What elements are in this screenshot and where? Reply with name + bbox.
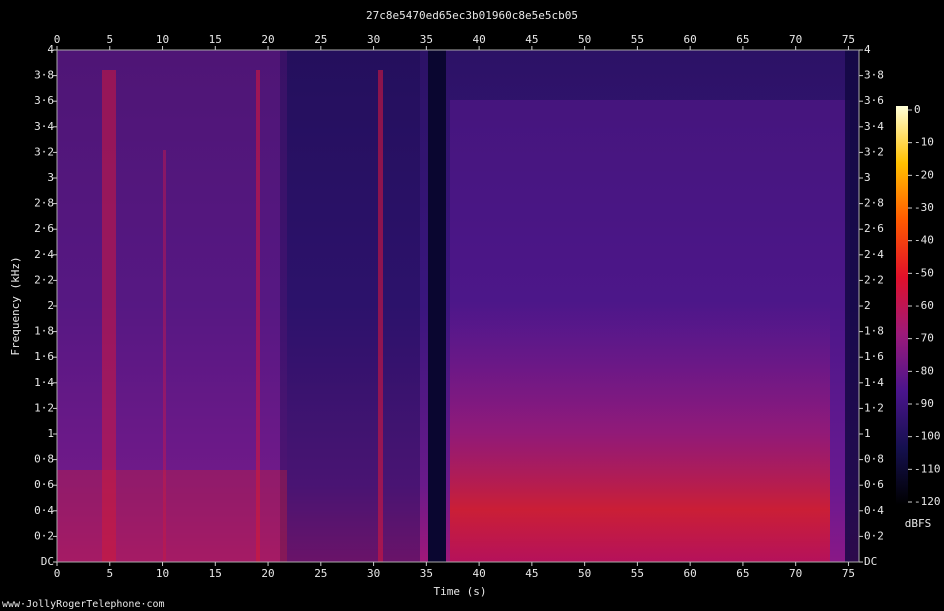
- y-tick-label: 3·6: [34, 94, 54, 107]
- y-tick-label: 4: [864, 43, 871, 56]
- y-tick-label: 1·8: [864, 325, 884, 338]
- y-tick-label: 2: [864, 299, 871, 312]
- spectrogram-image: [57, 50, 859, 562]
- x-tick-label: 25: [314, 33, 327, 46]
- x-tick-label: 5: [106, 33, 113, 46]
- colorbar-tick-label: -20: [914, 168, 934, 181]
- y-tick-label: 2·2: [34, 273, 54, 286]
- colorbar-tick-label: 0: [914, 103, 921, 116]
- y-tick-label: 0·8: [864, 453, 884, 466]
- x-tick-label: 65: [736, 33, 749, 46]
- y-axis-label: Frequency (kHz): [9, 256, 22, 355]
- x-tick-label: 70: [789, 567, 802, 580]
- y-tick-label: 2: [47, 299, 54, 312]
- x-tick-label: 30: [367, 567, 380, 580]
- x-tick-label: 60: [684, 33, 697, 46]
- y-tick-label: 3·6: [864, 94, 884, 107]
- colorbar-tick-label: -30: [914, 201, 934, 214]
- x-tick-label: 45: [525, 567, 538, 580]
- colorbar-tick-label: -100: [914, 430, 941, 443]
- colorbar-tick-label: -40: [914, 234, 934, 247]
- y-tick-label: 4: [47, 43, 54, 56]
- y-tick-label: 3·2: [864, 145, 884, 158]
- x-tick-label: 5: [106, 567, 113, 580]
- y-tick-label: 0·4: [34, 504, 54, 517]
- y-tick-label: 0·2: [864, 529, 884, 542]
- x-tick-label: 70: [789, 33, 802, 46]
- y-tick-label: DC: [41, 555, 54, 568]
- y-tick-label: 1: [47, 427, 54, 440]
- y-tick-label: 0·8: [34, 453, 54, 466]
- colorbar-tick-label: -120: [914, 495, 941, 508]
- y-tick-label: 0·4: [864, 504, 884, 517]
- colorbar-tick-label: -70: [914, 332, 934, 345]
- x-tick-label: 50: [578, 33, 591, 46]
- x-axis-label: Time (s): [434, 585, 487, 598]
- colorbar-tick-label: -90: [914, 397, 934, 410]
- y-tick-label: 2·6: [864, 222, 884, 235]
- colorbar-tick-label: -60: [914, 299, 934, 312]
- x-tick-label: 0: [54, 33, 61, 46]
- y-tick-label: 1·4: [864, 376, 884, 389]
- x-tick-label: 55: [631, 33, 644, 46]
- x-tick-label: 45: [525, 33, 538, 46]
- x-tick-label: 60: [684, 567, 697, 580]
- x-tick-label: 35: [420, 33, 433, 46]
- x-tick-label: 15: [209, 567, 222, 580]
- x-tick-label: 50: [578, 567, 591, 580]
- y-tick-label: 3·4: [864, 120, 884, 133]
- x-tick-label: 75: [842, 33, 855, 46]
- y-tick-label: 1·2: [864, 401, 884, 414]
- colorbar-tick-label: -110: [914, 462, 941, 475]
- y-tick-label: 2·8: [34, 197, 54, 210]
- y-tick-label: 2·4: [34, 248, 54, 261]
- x-tick-label: 40: [472, 33, 485, 46]
- y-tick-label: 0·6: [34, 478, 54, 491]
- y-tick-label: 1·8: [34, 325, 54, 338]
- x-tick-label: 20: [261, 567, 274, 580]
- y-tick-label: 3: [47, 171, 54, 184]
- y-tick-label: 3·4: [34, 120, 54, 133]
- y-tick-label: 1: [864, 427, 871, 440]
- x-tick-label: 55: [631, 567, 644, 580]
- x-tick-label: 20: [261, 33, 274, 46]
- y-tick-label: 2·6: [34, 222, 54, 235]
- y-tick-label: 3: [864, 171, 871, 184]
- y-tick-label: 3·2: [34, 145, 54, 158]
- colorbar-tick-label: -80: [914, 364, 934, 377]
- footer: www·JollyRogerTelephone·com: [2, 599, 165, 610]
- x-tick-label: 65: [736, 567, 749, 580]
- x-tick-label: 0: [54, 567, 61, 580]
- chart-title: 27c8e5470ed65ec3b01960c8e5e5cb05: [366, 9, 578, 22]
- y-tick-label: 2·8: [864, 197, 884, 210]
- y-tick-label: 0·2: [34, 529, 54, 542]
- colorbar-tick-label: -10: [914, 136, 934, 149]
- y-tick-label: 3·8: [864, 69, 884, 82]
- colorbar-tick-label: -50: [914, 266, 934, 279]
- x-tick-label: 10: [156, 567, 169, 580]
- y-tick-label: 2·4: [864, 248, 884, 261]
- y-tick-label: 2·2: [864, 273, 884, 286]
- y-tick-label: 1·4: [34, 376, 54, 389]
- x-tick-label: 75: [842, 567, 855, 580]
- y-tick-label: 3·8: [34, 69, 54, 82]
- y-tick-label: DC: [864, 555, 877, 568]
- y-tick-label: 0·6: [864, 478, 884, 491]
- colorbar: [896, 106, 908, 505]
- y-tick-label: 1·6: [34, 350, 54, 363]
- x-tick-label: 25: [314, 567, 327, 580]
- x-tick-label: 30: [367, 33, 380, 46]
- y-tick-label: 1·6: [864, 350, 884, 363]
- x-tick-label: 35: [420, 567, 433, 580]
- colorbar-label: dBFS: [905, 517, 932, 530]
- y-tick-label: 1·2: [34, 401, 54, 414]
- x-tick-label: 40: [472, 567, 485, 580]
- x-tick-label: 15: [209, 33, 222, 46]
- x-tick-label: 10: [156, 33, 169, 46]
